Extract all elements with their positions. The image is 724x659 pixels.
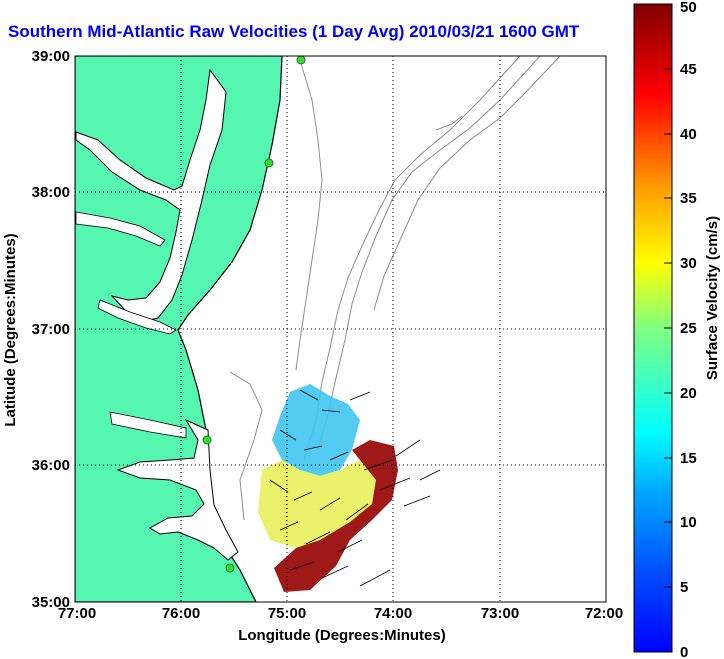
colorbar-tick: 20 — [680, 385, 697, 402]
y-tick: 39:00 — [32, 48, 70, 65]
y-tick-labels: 39:00 38:00 37:00 36:00 35:00 — [32, 48, 70, 611]
colorbar-tick-labels: 0 5 10 15 20 25 30 35 40 45 50 — [680, 0, 697, 659]
x-tick: 72:00 — [585, 605, 623, 622]
colorbar-tick: 25 — [680, 320, 697, 337]
station-marker — [202, 435, 212, 445]
plot-frame — [74, 55, 607, 603]
pamlico-sound — [116, 418, 239, 561]
bathymetry-contours — [229, 56, 561, 521]
colorbar-tick: 0 — [680, 644, 688, 659]
james-river — [97, 299, 177, 335]
velocity-patch-warm — [258, 460, 376, 548]
station-marker — [264, 158, 274, 168]
y-tick: 38:00 — [32, 184, 70, 201]
x-tick: 74:00 — [374, 605, 412, 622]
velocity-patch-hot — [274, 440, 398, 592]
colorbar-tick: 15 — [680, 450, 697, 467]
colorbar-tick: 45 — [680, 61, 697, 78]
x-tick: 75:00 — [268, 605, 306, 622]
velocity-patch-cool — [272, 384, 360, 476]
y-tick: 37:00 — [32, 321, 70, 338]
x-axis-label: Longitude (Degrees:Minutes) — [238, 627, 446, 644]
potomac-river — [75, 211, 166, 247]
colorbar-tick: 35 — [680, 190, 697, 207]
colorbar-label: Surface Velocity (cm/s) — [704, 216, 721, 380]
station-marker — [296, 56, 306, 65]
albemarle-sound — [109, 411, 187, 439]
x-tick: 77:00 — [58, 605, 96, 622]
y-tick: 36:00 — [32, 457, 70, 474]
x-tick: 73:00 — [481, 605, 519, 622]
colorbar-tick: 10 — [680, 514, 697, 531]
chesapeake-bay — [75, 68, 227, 323]
vector-field — [258, 384, 441, 592]
colorbar-ticks — [664, 3, 672, 653]
map-title: Southern Mid-Atlantic Raw Velocities (1 … — [8, 22, 580, 41]
colorbar-tick: 40 — [680, 126, 697, 143]
y-tick: 35:00 — [32, 594, 70, 611]
colorbar-tick: 30 — [680, 255, 697, 272]
grid-lines — [75, 56, 606, 602]
station-marker — [225, 563, 235, 573]
colorbar-tick: 50 — [680, 0, 697, 16]
x-tick-labels: 77:00 76:00 75:00 74:00 73:00 72:00 — [58, 605, 623, 622]
x-tick: 76:00 — [162, 605, 200, 622]
colorbar-tick: 5 — [680, 579, 688, 596]
y-axis-label: Latitude (Degrees:Minutes) — [2, 233, 19, 426]
